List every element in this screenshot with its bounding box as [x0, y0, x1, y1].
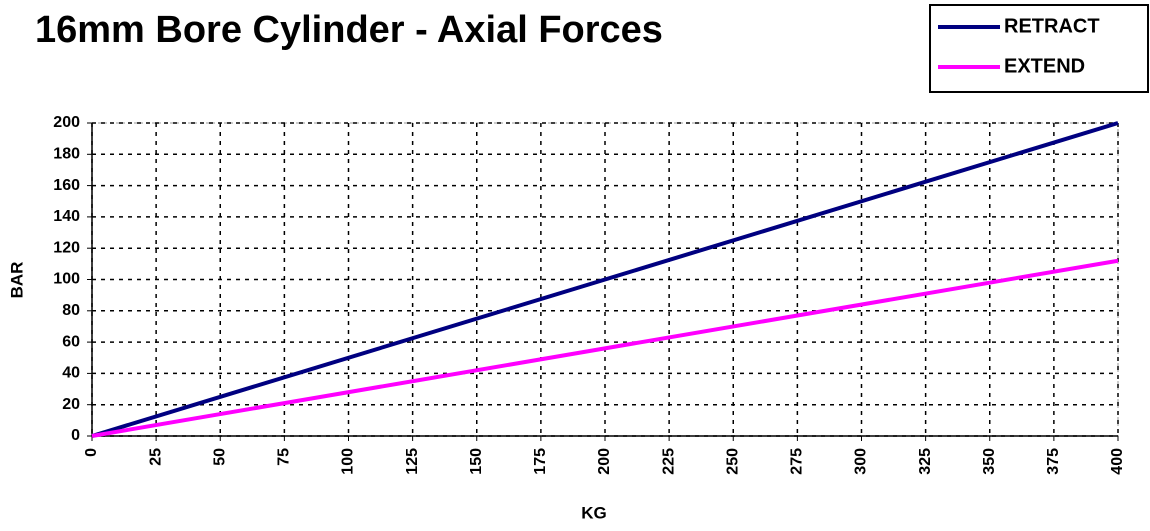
- y-axis-label: BAR: [7, 262, 26, 299]
- x-tick-label: 100: [340, 448, 357, 475]
- y-tick-label: 40: [62, 365, 80, 382]
- y-tick-label: 20: [62, 396, 80, 413]
- y-tick-label: 200: [53, 114, 80, 131]
- x-tick-label: 75: [276, 448, 293, 466]
- chart-title: 16mm Bore Cylinder - Axial Forces: [35, 9, 663, 51]
- y-tick-label: 0: [71, 427, 80, 444]
- y-tick-label: 180: [53, 146, 80, 163]
- x-tick-label: 350: [981, 448, 998, 475]
- x-tick-label: 0: [83, 448, 100, 457]
- x-tick-label: 50: [211, 448, 228, 466]
- x-axis-label: KG: [581, 503, 607, 522]
- y-tick-label: 100: [53, 271, 80, 288]
- x-tick-label: 250: [724, 448, 741, 475]
- x-tick-label: 325: [917, 448, 934, 475]
- x-tick-label: 150: [468, 448, 485, 475]
- legend-box: [929, 4, 1149, 93]
- legend-label: EXTEND: [1004, 55, 1085, 77]
- x-tick-label: 225: [660, 448, 677, 475]
- data-line: [91, 258, 1119, 438]
- y-tick-label: 140: [53, 208, 80, 225]
- data-line: [91, 121, 1119, 438]
- legend-label: RETRACT: [1004, 15, 1100, 37]
- x-tick-label: 375: [1045, 448, 1062, 475]
- x-tick-label: 175: [532, 448, 549, 475]
- y-tick-label: 60: [62, 333, 80, 350]
- y-tick-label: 160: [53, 177, 80, 194]
- y-tick-label: 80: [62, 302, 80, 319]
- x-tick-label: 400: [1109, 448, 1126, 475]
- x-tick-label: 275: [789, 448, 806, 475]
- x-tick-label: 25: [147, 448, 164, 466]
- x-tick-label: 200: [596, 448, 613, 475]
- y-tick-label: 120: [53, 239, 80, 256]
- x-tick-label: 300: [853, 448, 870, 475]
- x-tick-label: 125: [404, 448, 421, 475]
